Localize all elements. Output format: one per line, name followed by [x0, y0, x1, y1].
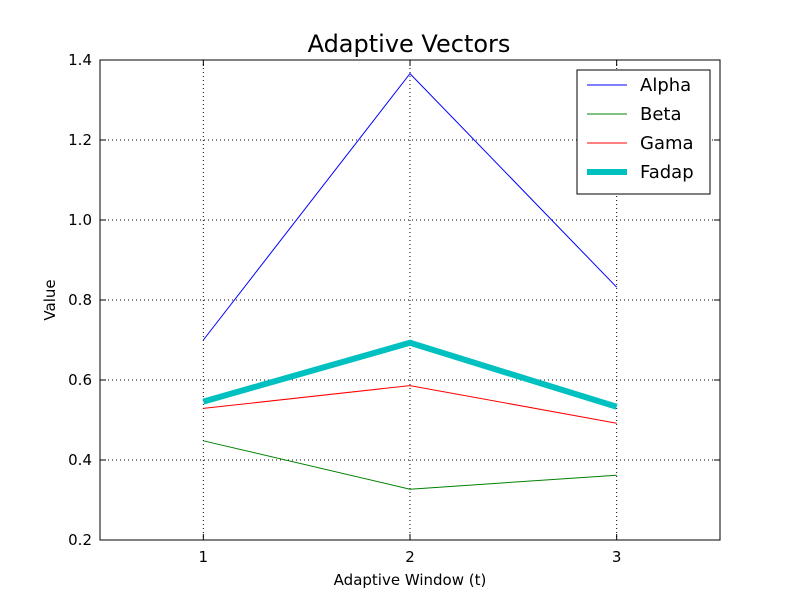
y-tick-label: 0.6 — [68, 371, 92, 389]
legend-label-beta: Beta — [640, 104, 682, 125]
y-tick-label: 1.0 — [68, 211, 92, 229]
legend-label-fadap: Fadap — [640, 162, 694, 183]
x-axis-label: Adaptive Window (t) — [334, 571, 487, 589]
y-tick-label: 1.4 — [68, 51, 92, 69]
series-line-fadap — [202, 339, 618, 410]
y-tick-label: 0.2 — [68, 531, 92, 549]
series-line-gama — [203, 385, 617, 424]
series-line-alpha — [202, 72, 618, 341]
y-tick-label: 0.4 — [68, 451, 92, 469]
y-axis-label: Value — [41, 279, 59, 320]
legend-box — [576, 69, 711, 195]
legend-label-gama: Gama — [640, 133, 694, 154]
y-tick-label: 0.8 — [68, 291, 92, 309]
series-line-beta — [203, 440, 617, 490]
chart-title: Adaptive Vectors — [308, 30, 511, 58]
x-tick-label: 1 — [199, 548, 209, 566]
y-tick-label: 1.2 — [68, 131, 92, 149]
plot-series — [202, 72, 618, 490]
x-tick-label: 3 — [612, 548, 622, 566]
axis-ticks: 1 2 3 0.2 0.4 0.6 0.8 1.0 1.2 1.4 — [68, 51, 720, 566]
legend-label-alpha: Alpha — [640, 75, 691, 96]
legend: Alpha Beta Gama Fadap — [576, 69, 711, 195]
x-tick-label: 2 — [405, 548, 415, 566]
